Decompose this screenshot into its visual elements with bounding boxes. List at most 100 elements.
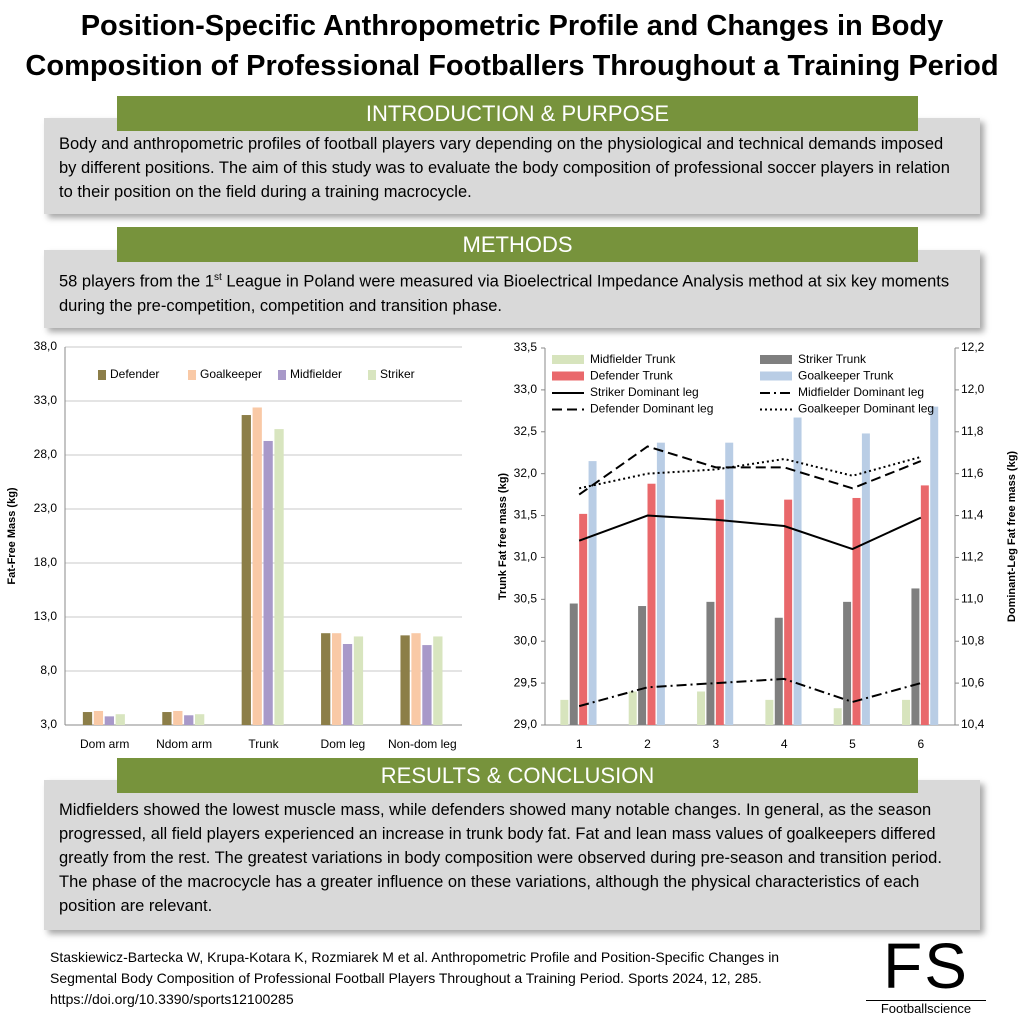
x-tick-label: Dom leg [321, 737, 366, 751]
body-text: 58 players from the 1 [59, 272, 214, 291]
x-tick-label: 6 [917, 737, 924, 751]
bar [920, 485, 929, 725]
y2-tick-label: 11,8 [961, 424, 984, 438]
legend-label: Striker Trunk [798, 352, 867, 366]
legend-swatch [278, 370, 286, 380]
y-tick-label: 31,0 [514, 550, 538, 564]
y-tick-label: 32,0 [514, 466, 538, 480]
bar [433, 636, 443, 725]
legend-swatch [552, 355, 584, 364]
section-body: Midfielders showed the lowest muscle mas… [44, 780, 980, 930]
legend-label: Goalkeeper Trunk [798, 369, 894, 383]
legend-label: Midfielder [290, 367, 342, 381]
bar [104, 716, 114, 725]
line-series [578, 445, 922, 496]
y2-tick-label: 12,2 [961, 340, 985, 354]
y-tick-label: 13,0 [34, 609, 58, 623]
section-heading: RESULTS & CONCLUSION [117, 758, 918, 793]
x-tick-label: Non-dom leg [388, 737, 457, 751]
y-tick-label: 23,0 [34, 501, 58, 515]
bar [579, 513, 588, 725]
y-tick-label: 3,0 [40, 717, 57, 731]
bar [342, 644, 353, 725]
bar [93, 710, 104, 725]
y-tick-label: 28,0 [34, 447, 58, 461]
bar [274, 429, 284, 725]
bar [195, 714, 205, 725]
y-tick-label: 38,0 [34, 340, 58, 353]
y2-tick-label: 11,2 [961, 550, 984, 564]
x-tick-label: 3 [712, 737, 719, 751]
bar [353, 636, 364, 725]
bar [656, 442, 665, 725]
chart: 29,0 29,5 30,0 30,5 31,0 31,5 32,0 32,5 33,0 33,5… [497, 340, 1018, 751]
bar [638, 606, 647, 725]
bar [793, 417, 802, 725]
x-tick-label: 4 [781, 737, 788, 751]
legend-swatch [760, 371, 792, 381]
bar [647, 483, 656, 725]
logo-text: Footballscience [866, 1000, 986, 1016]
x-tick-label: Ndom arm [156, 737, 212, 751]
legend-label: Goalkeeper Dominant leg [798, 402, 934, 416]
bar [321, 633, 331, 725]
legend-label: Defender [110, 367, 159, 381]
bar [162, 712, 172, 725]
legend-swatch [552, 371, 584, 381]
bar [560, 699, 569, 725]
y2-tick-label: 11,6 [961, 466, 984, 480]
bar [843, 601, 852, 725]
legend-label: Goalkeeper [200, 367, 262, 381]
legend-label: Striker [380, 367, 415, 381]
legend-label: Midfielder Dominant leg [798, 385, 924, 399]
y-tick-label: 32,5 [514, 424, 538, 438]
legend-label: Striker Dominant leg [590, 385, 699, 399]
bar [774, 617, 783, 725]
bar [184, 715, 194, 725]
x-tick-label: 5 [849, 737, 856, 751]
x-tick-label: Dom arm [80, 737, 129, 751]
legend-swatch [188, 370, 196, 380]
bar [422, 645, 432, 725]
legend-swatch [368, 370, 376, 380]
poster-title: Position-Specific Anthropometric Profile… [25, 10, 999, 82]
bar [331, 633, 342, 725]
legend-label: Midfielder Trunk [590, 352, 676, 366]
y-tick-label: 33,0 [514, 382, 538, 396]
bar [833, 708, 842, 725]
bar [263, 440, 273, 725]
legend-label: Defender Dominant leg [590, 402, 713, 416]
y-tick-label: 30,0 [514, 633, 538, 647]
bar [82, 712, 93, 725]
section-heading: INTRODUCTION & PURPOSE [117, 96, 918, 131]
y2-tick-label: 11,0 [961, 592, 984, 606]
y2-tick-label: 12,0 [961, 382, 985, 396]
legend-label: Defender Trunk [590, 369, 674, 383]
y-tick-label: 18,0 [34, 555, 58, 569]
superscript: st [214, 272, 222, 283]
bar [725, 442, 734, 725]
line-series [578, 514, 922, 551]
bar [697, 691, 706, 725]
y-tick-label: 31,5 [514, 508, 538, 522]
y2-tick-label: 10,8 [961, 633, 985, 647]
bar [588, 461, 597, 725]
y2-tick-label: 10,4 [961, 717, 985, 731]
y-tick-label: 8,0 [40, 663, 57, 677]
bar [628, 691, 637, 725]
bar [784, 499, 793, 725]
logo: FS Footballscience [866, 934, 986, 1016]
logo-mark: FS [883, 930, 969, 1002]
x-tick-label: 1 [576, 737, 583, 751]
y-tick-label: 33,5 [514, 340, 538, 354]
bar [902, 699, 911, 725]
x-tick-label: Trunk [248, 737, 279, 751]
y-tick-label: 30,5 [514, 592, 538, 606]
bar [411, 633, 421, 725]
y-axis-title: Trunk Fat free mass (kg) [497, 473, 509, 600]
legend-swatch [98, 370, 106, 380]
y-tick-label: 29,5 [514, 675, 538, 689]
legend-swatch [760, 355, 792, 364]
y2-axis-title: Dominant-Leg Fat free mass (kg) [1006, 451, 1018, 622]
